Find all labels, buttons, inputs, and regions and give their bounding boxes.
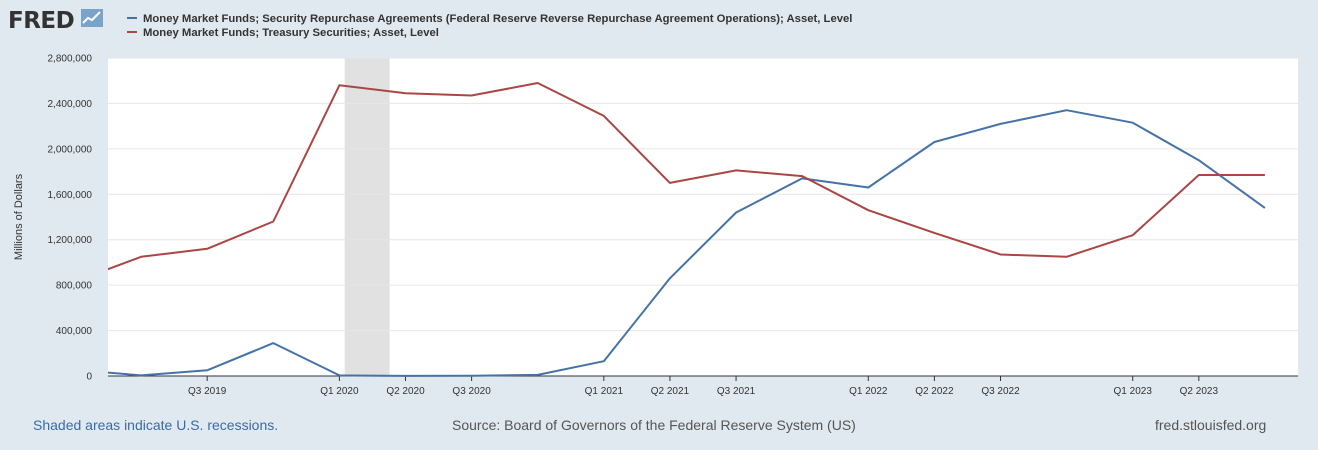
chart-legend: Money Market Funds; Security Repurchase … [127,12,852,40]
y-tick-label-5: 2,000,000 [48,144,93,155]
legend-swatch-repo [127,17,137,20]
recession-shading [344,58,390,376]
x-tick-label-0: Q3 2019 [188,386,227,397]
y-tick-label-1: 400,000 [56,326,93,337]
chart-header: FRED Money Market Funds; Security Repurc… [0,0,1318,50]
y-tick-label-7: 2,800,000 [48,54,93,65]
legend-item-treasury[interactable]: Money Market Funds; Treasury Securities;… [127,26,852,40]
legend-swatch-treasury [127,31,137,34]
y-axis-label: Millions of Dollars [13,173,25,260]
gridlines [108,57,1298,332]
series-line-1 [107,82,1265,271]
x-tick-label-3: Q3 2020 [452,386,491,397]
x-tick-label-1: Q1 2020 [320,386,359,397]
recession-note-link[interactable]: Shaded areas indicate U.S. recessions. [33,417,279,433]
recession-band-0 [344,58,390,376]
legend-label-repo: Money Market Funds; Security Repurchase … [143,13,853,25]
site-link[interactable]: fred.stlouisfed.org [1155,417,1267,433]
x-tick-label-7: Q1 2022 [849,386,888,397]
y-axis-ticks: 0 400,000 800,000 1,200,000 1,600,000 2,000,0… [48,54,93,383]
y-tick-label-0: 0 [86,372,92,383]
fred-logo-text: FRED [8,8,75,34]
x-tick-label-8: Q2 2022 [915,386,954,397]
y-tick-label-4: 1,600,000 [48,190,93,201]
plot-background [108,58,1298,376]
x-tick-label-9: Q3 2022 [981,386,1020,397]
fred-logo[interactable]: FRED [8,6,103,36]
x-tick-label-2: Q2 2020 [386,386,425,397]
chart-graph-icon [80,9,103,27]
source-text: Source: Board of Governors of the Federa… [452,417,856,433]
series-lines [107,82,1266,377]
x-tick-label-11: Q2 2023 [1180,386,1219,397]
x-tick-label-4: Q1 2021 [585,386,624,397]
x-tick-label-5: Q2 2021 [651,386,690,397]
x-tick-label-10: Q1 2023 [1114,386,1153,397]
x-tick-label-6: Q3 2021 [717,386,756,397]
y-tick-label-2: 800,000 [56,281,93,292]
y-tick-label-3: 1,200,000 [48,235,93,246]
legend-label-treasury: Money Market Funds; Treasury Securities;… [143,27,439,39]
y-tick-label-6: 2,400,000 [48,99,93,110]
line-chart: 0 400,000 800,000 1,200,000 1,600,000 2,000,0… [13,54,1298,397]
series-line-0 [107,109,1266,377]
x-axis-ticks: Q3 2019 Q1 2020 Q2 2020 Q3 2020 Q1 2021 Q2 20… [188,376,1218,397]
legend-item-repo[interactable]: Money Market Funds; Security Repurchase … [127,12,852,26]
